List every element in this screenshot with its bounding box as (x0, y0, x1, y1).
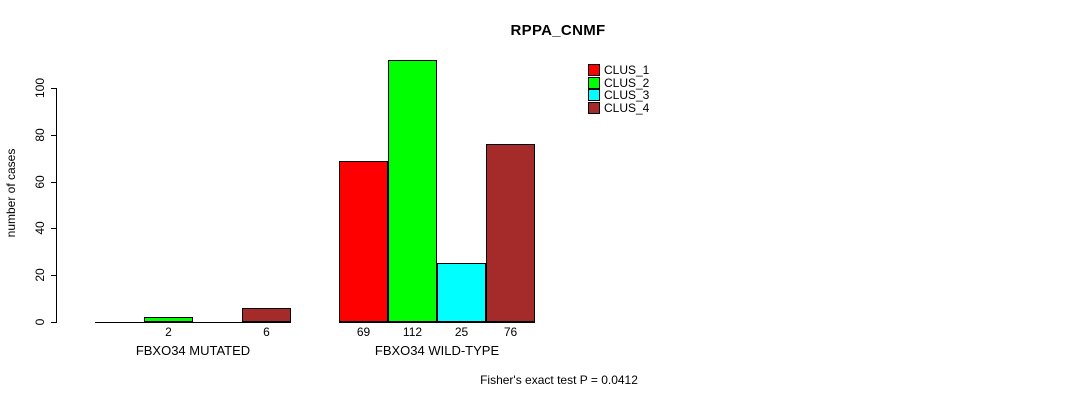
y-tick-mark (51, 182, 56, 183)
bar-clus_3 (437, 263, 486, 322)
legend-label: CLUS_2 (604, 75, 650, 90)
bar-value-label: 25 (454, 325, 469, 339)
x-axis-baseline (95, 322, 291, 323)
legend-swatch-icon (588, 64, 600, 76)
legend-label: CLUS_3 (604, 88, 650, 103)
legend-label: CLUS_4 (604, 101, 650, 116)
chart-title: RPPA_CNMF (510, 22, 606, 39)
group-label: FBXO34 MUTATED (135, 343, 251, 358)
bar-clus_1 (339, 161, 388, 322)
y-tick-label: 20 (33, 268, 47, 282)
group-label: FBXO34 WILD-TYPE (374, 343, 500, 358)
bar-value-label: 6 (263, 325, 270, 339)
bar-clus_2 (144, 317, 193, 322)
y-tick-label: 80 (33, 128, 47, 142)
bar-clus_2 (388, 60, 437, 322)
y-tick-label: 60 (33, 175, 47, 189)
y-tick-mark (51, 135, 56, 136)
bar-value-label: 112 (402, 325, 423, 339)
y-axis-label: number of cases (4, 148, 18, 238)
y-tick-label: 40 (33, 221, 47, 235)
y-tick-mark (51, 88, 56, 89)
x-axis-baseline (339, 322, 535, 323)
y-tick-label: 100 (33, 77, 47, 99)
y-axis-line (56, 88, 57, 323)
bar-value-label: 76 (503, 325, 518, 339)
legend-swatch-icon (588, 89, 600, 102)
y-tick-mark (51, 228, 56, 229)
y-tick-label: 0 (33, 318, 47, 326)
bar-clus_4 (486, 144, 535, 322)
bar-clus_4 (242, 308, 291, 322)
legend-swatch-icon (588, 102, 600, 115)
legend-swatch-icon (588, 76, 600, 89)
annotation-text: Fisher's exact test P = 0.0412 (480, 373, 638, 387)
bar-value-label: 2 (165, 325, 172, 339)
y-tick-mark (51, 275, 56, 276)
y-tick-mark (51, 322, 56, 323)
legend-label: CLUS_1 (604, 63, 650, 77)
bar-value-label: 69 (356, 325, 371, 339)
